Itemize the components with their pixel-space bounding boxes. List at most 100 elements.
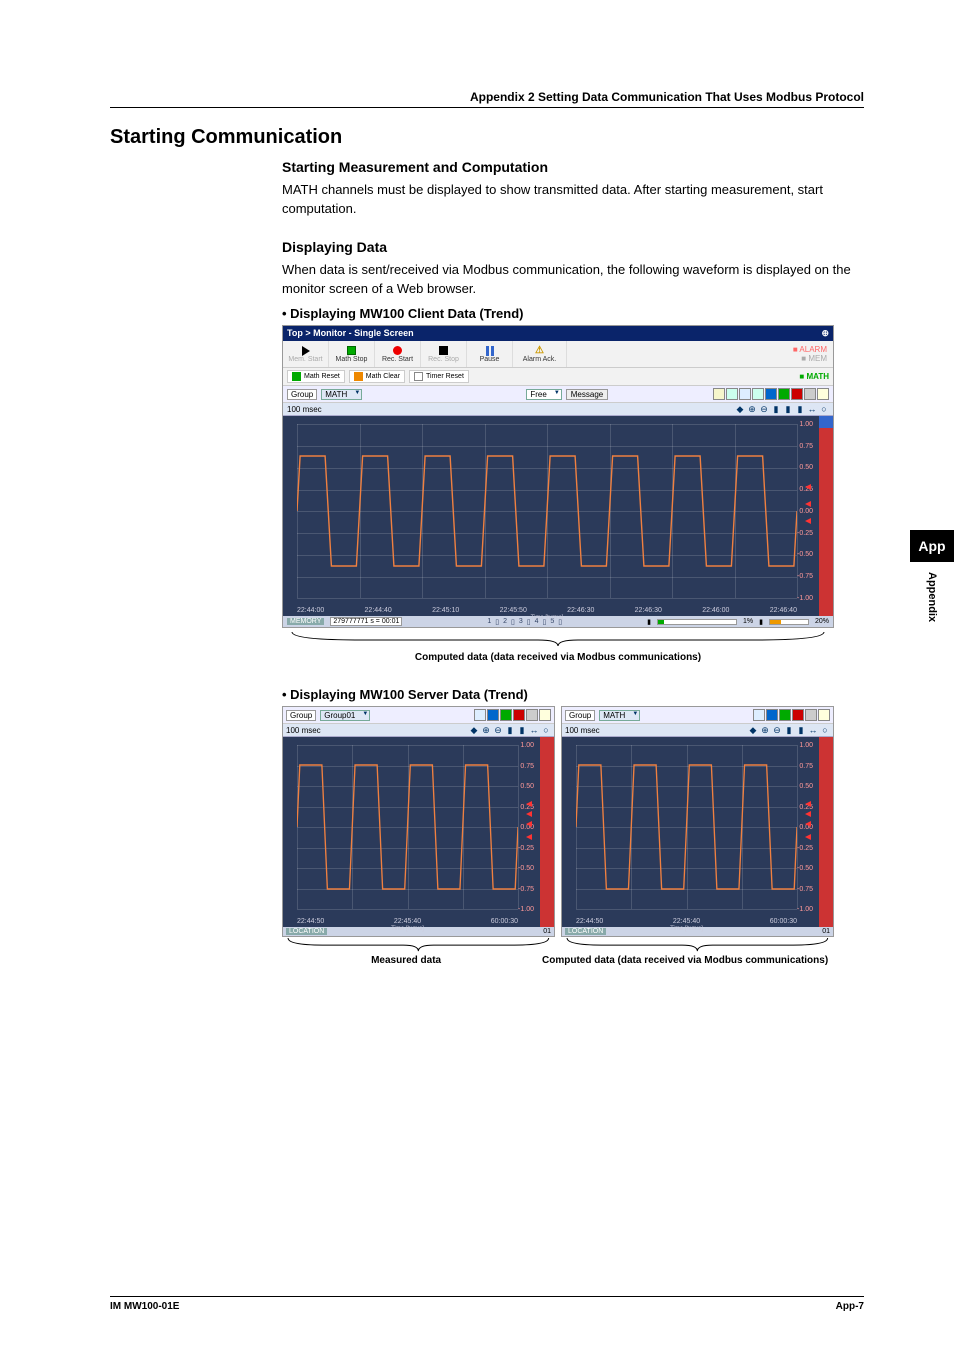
running-header: Appendix 2 Setting Data Communication Th… [110,90,864,108]
math-clear-button[interactable]: Math Clear [349,370,405,383]
timer-reset-button[interactable]: Timer Reset [409,370,469,383]
r-icon-5[interactable] [805,709,817,721]
lz1[interactable]: ◆ [469,725,479,735]
body-indent: Starting Measurement and Computation MAT… [282,159,864,966]
view-icon-2[interactable] [726,388,738,400]
right-iconbar [753,709,830,721]
zoom-icon-1[interactable]: ◆ [735,404,745,414]
rz3[interactable]: ⊖ [772,725,782,735]
view-icon-1[interactable] [713,388,725,400]
zoom-icon-7[interactable]: ↔ [807,404,817,414]
view-iconbar [713,388,829,400]
l-icon-3[interactable] [500,709,512,721]
l-icon-1[interactable] [474,709,486,721]
l-icon-5[interactable] [526,709,538,721]
left-yaxis: 1.000.750.500.250.00-0.25-0.50-0.75-1.00 [520,745,534,909]
math-stop-button[interactable]: Math Stop [329,341,375,367]
section-2-text: When data is sent/received via Modbus co… [282,261,864,299]
scrollbar-top[interactable] [819,416,833,428]
toolbar-row-2: Math Reset Math Clear Timer Reset ■ MATH [283,368,833,386]
value-bar [819,428,833,616]
lz7[interactable]: ○ [541,725,551,735]
right-group-select[interactable]: MATH [599,710,640,721]
zoom-icon-2[interactable]: ⊕ [747,404,757,414]
zoom-icon-6[interactable]: ▮ [795,404,805,414]
stop-black-icon [439,346,448,355]
l-icon-2[interactable] [487,709,499,721]
math-reset-button[interactable]: Math Reset [287,370,345,383]
zoom-icon-8[interactable]: ○ [819,404,829,414]
rz2[interactable]: ⊕ [760,725,770,735]
client-screenshot: Top > Monitor - Single Screen ⊕ Mem. Sta… [282,325,834,628]
group-select[interactable]: MATH [321,389,362,400]
lz6[interactable]: ↔ [529,725,539,735]
trend-chart: 1.000.750.500.250.00-0.25-0.50-0.75-1.00… [283,416,833,616]
rz1[interactable]: ◆ [748,725,758,735]
bullet-client: Displaying MW100 Client Data (Trend) [282,306,864,321]
chart-series [297,424,797,598]
zoom-icon-3[interactable]: ⊖ [759,404,769,414]
side-tab: App Appendix [910,530,954,622]
left-sub: 100 msec ◆⊕⊖▮▮↔○ [283,724,554,737]
r-icon-3[interactable] [779,709,791,721]
pause-button[interactable]: Pause [467,341,513,367]
right-time-scale: 100 msec [565,726,600,735]
r-icon-2[interactable] [766,709,778,721]
timer-reset-label: Timer Reset [426,373,464,380]
footer-progress-2 [769,619,809,625]
right-controls: Group MATH [562,707,833,724]
rz6[interactable]: ↔ [808,725,818,735]
section-1-text: MATH channels must be displayed to show … [282,181,864,219]
sub-controls-row: 100 msec ◆⊕⊖▮▮▮↔○ [283,403,833,416]
toolbar-row-1: Mem. Start Math Stop Rec. Start Rec. Sto… [283,341,833,368]
math-reset-label: Math Reset [304,373,340,380]
alarm-ack-icon: ⚠ [535,345,544,356]
zoom-icon-5[interactable]: ▮ [783,404,793,414]
view-icon-6[interactable] [778,388,790,400]
group-label: Group [287,389,317,400]
r-icon-1[interactable] [753,709,765,721]
rec-stop-button[interactable]: Rec. Stop [421,341,467,367]
rec-start-button[interactable]: Rec. Start [375,341,421,367]
window-expand-icon[interactable]: ⊕ [821,328,829,339]
zoom-icon-4[interactable]: ▮ [771,404,781,414]
status-math: ■ MATH [799,372,829,381]
right-value-bar [819,737,833,927]
r-icon-6[interactable] [818,709,830,721]
message-type-select[interactable]: Free [526,389,561,400]
view-icon-4[interactable] [752,388,764,400]
view-icon-7[interactable] [791,388,803,400]
left-series [297,745,518,909]
lz3[interactable]: ⊖ [493,725,503,735]
r-icon-4[interactable] [792,709,804,721]
left-zoombar: ◆⊕⊖▮▮↔○ [469,725,551,735]
mem-start-label: Mem. Start [288,356,322,363]
rz4[interactable]: ▮ [784,725,794,735]
footer-pct-2: 20% [815,618,829,625]
l-icon-4[interactable] [513,709,525,721]
view-icon-5[interactable] [765,388,777,400]
alarm-ack-button[interactable]: ⚠Alarm Ack. [513,341,567,367]
rz7[interactable]: ○ [820,725,830,735]
view-icon-8[interactable] [804,388,816,400]
left-xlabel: Time [h:m:s] [297,926,518,932]
view-icon-3[interactable] [739,388,751,400]
server-screenshot: Group Group01 100 msec ◆⊕⊖▮▮↔○ 1.000.750… [282,706,834,937]
brace-1 [282,630,834,646]
math-clear-label: Math Clear [366,373,400,380]
left-group-select[interactable]: Group01 [320,710,370,721]
mem-start-button[interactable]: Mem. Start [283,341,329,367]
server-left-panel: Group Group01 100 msec ◆⊕⊖▮▮↔○ 1.000.750… [282,706,555,937]
lz4[interactable]: ▮ [505,725,515,735]
footer-progress-1 [657,619,737,625]
zoom-iconbar: ◆⊕⊖▮▮▮↔○ [735,404,829,414]
view-icon-9[interactable] [817,388,829,400]
left-group-label: Group [286,710,316,721]
lz2[interactable]: ⊕ [481,725,491,735]
l-icon-6[interactable] [539,709,551,721]
lz5[interactable]: ▮ [517,725,527,735]
time-scale-label: 100 msec [287,405,322,414]
message-button[interactable]: Message [566,389,608,400]
math-stop-label: Math Stop [336,356,368,363]
rz5[interactable]: ▮ [796,725,806,735]
